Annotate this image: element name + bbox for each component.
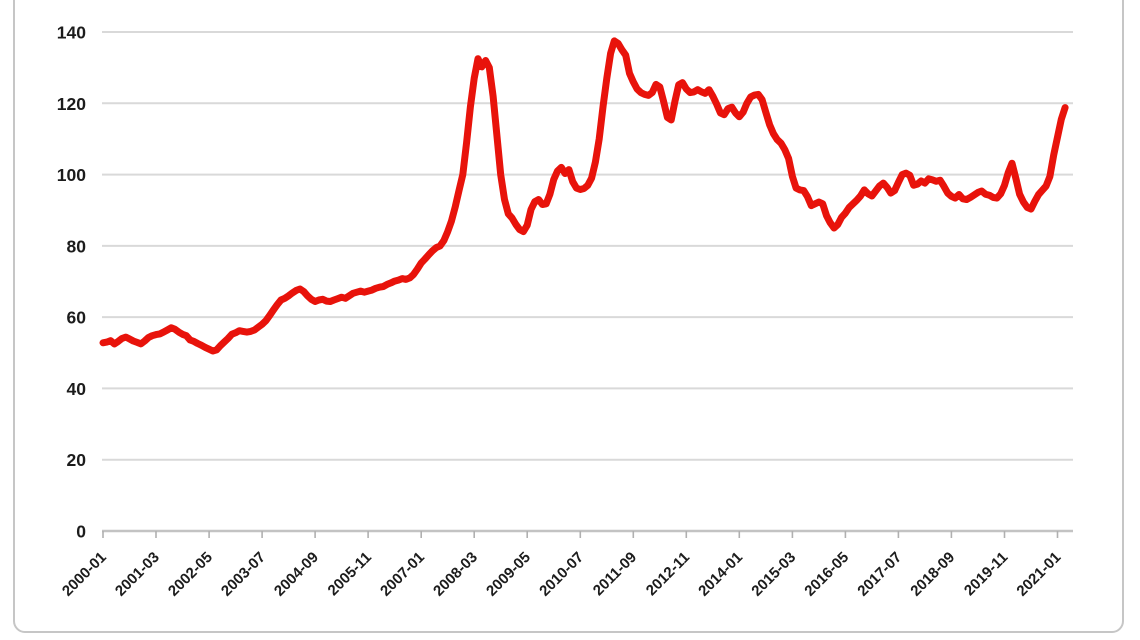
- x-tick-label: 2009-05: [483, 549, 534, 600]
- x-tick-label: 2017-07: [854, 549, 905, 600]
- x-tick-label: 2000-01: [59, 549, 110, 600]
- data-series-line: [99, 37, 1069, 355]
- x-tick-label: 2016-05: [801, 549, 852, 600]
- x-tick-label: 2011-09: [590, 549, 640, 599]
- y-tick-label: 60: [67, 308, 87, 328]
- x-tick-label: 2015-03: [748, 549, 799, 600]
- x-tick-label: 2010-07: [536, 549, 587, 600]
- y-tick-label: 140: [57, 23, 86, 43]
- x-tick-label: 2001-03: [112, 549, 163, 600]
- x-tick-label: 2014-01: [695, 549, 746, 600]
- y-tick-label: 40: [67, 379, 87, 399]
- gridlines: [102, 31, 1073, 533]
- y-tick-label: 0: [76, 522, 86, 542]
- x-tick-label: 2004-09: [271, 549, 322, 600]
- x-tick-label: 2003-07: [218, 549, 269, 600]
- x-tick-label: 2008-03: [430, 549, 481, 600]
- x-tick-label: 2012-11: [643, 549, 693, 599]
- y-tick-label: 80: [67, 236, 87, 256]
- x-axis-ticks: [102, 531, 1059, 538]
- x-tick-label: 2018-09: [907, 549, 958, 600]
- y-tick-label: 120: [57, 94, 86, 114]
- y-tick-label: 100: [57, 165, 86, 185]
- x-axis-labels: 2000-01 2001-03 2002-05 2003-07 2004-09 2005-…: [59, 549, 1064, 600]
- x-tick-label: 2005-11: [325, 549, 375, 599]
- x-tick-label: 2019-11: [961, 549, 1011, 599]
- x-tick-label: 2007-01: [377, 549, 428, 600]
- x-tick-label: 2002-05: [165, 549, 216, 600]
- x-tick-label: 2021-01: [1013, 549, 1064, 600]
- y-tick-label: 20: [67, 450, 87, 470]
- y-axis-labels: 0 20 40 60 80 100 120 140: [57, 23, 86, 542]
